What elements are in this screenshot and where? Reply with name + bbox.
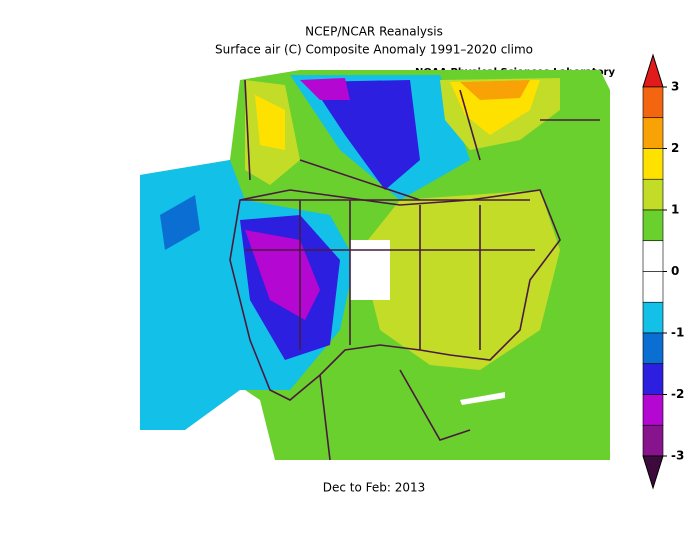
colorbar-box bbox=[642, 332, 664, 365]
period: Dec to Feb: 2013 bbox=[323, 481, 426, 495]
colorbar-box bbox=[642, 301, 664, 334]
anomaly-yellow bbox=[255, 95, 285, 150]
colorbar-box bbox=[642, 394, 664, 426]
anomaly-yellowgreen-east bbox=[360, 190, 560, 370]
colorbar-box bbox=[642, 178, 664, 211]
anomaly-white-sea bbox=[460, 392, 505, 405]
colorbar-box bbox=[642, 363, 664, 395]
anomaly-purple bbox=[245, 230, 320, 320]
colorbar-box bbox=[642, 209, 664, 242]
anomaly-blue-north bbox=[310, 80, 420, 190]
subtitle: Surface air (C) Composite Anomaly 1991–2… bbox=[215, 43, 533, 57]
colorbar-box bbox=[642, 271, 664, 303]
colorbar-box bbox=[642, 148, 664, 180]
title: NCEP/NCAR Reanalysis bbox=[305, 25, 443, 39]
colorbar-box bbox=[642, 424, 664, 457]
anomaly-blue-ocean bbox=[160, 195, 200, 250]
colorbar-tick-label: 1 bbox=[671, 203, 679, 217]
colorbar-tick-label: 0 bbox=[671, 264, 679, 278]
colorbar-tick-label: -1 bbox=[671, 326, 684, 340]
anomaly-white bbox=[350, 240, 390, 300]
colorbar-box bbox=[642, 240, 664, 272]
map bbox=[140, 70, 610, 461]
colorbar-tick-label: -2 bbox=[671, 387, 684, 401]
state-borders bbox=[240, 199, 535, 350]
colorbar-tick-label: 3 bbox=[671, 80, 679, 94]
anomaly-orange-greenland bbox=[460, 80, 530, 100]
colorbar-arrow bbox=[642, 53, 664, 88]
coastline-other bbox=[244, 79, 600, 461]
anomaly-purple-north bbox=[300, 78, 350, 100]
colorbar: 3 2 1 0 -1 -2 -3 bbox=[642, 53, 684, 490]
colorbar-tick-label: 2 bbox=[671, 141, 679, 155]
colorbar-box bbox=[642, 86, 664, 119]
colorbar-box bbox=[642, 117, 664, 149]
colorbar-arrow bbox=[642, 455, 664, 490]
colorbar-tick-label: -3 bbox=[671, 449, 684, 463]
